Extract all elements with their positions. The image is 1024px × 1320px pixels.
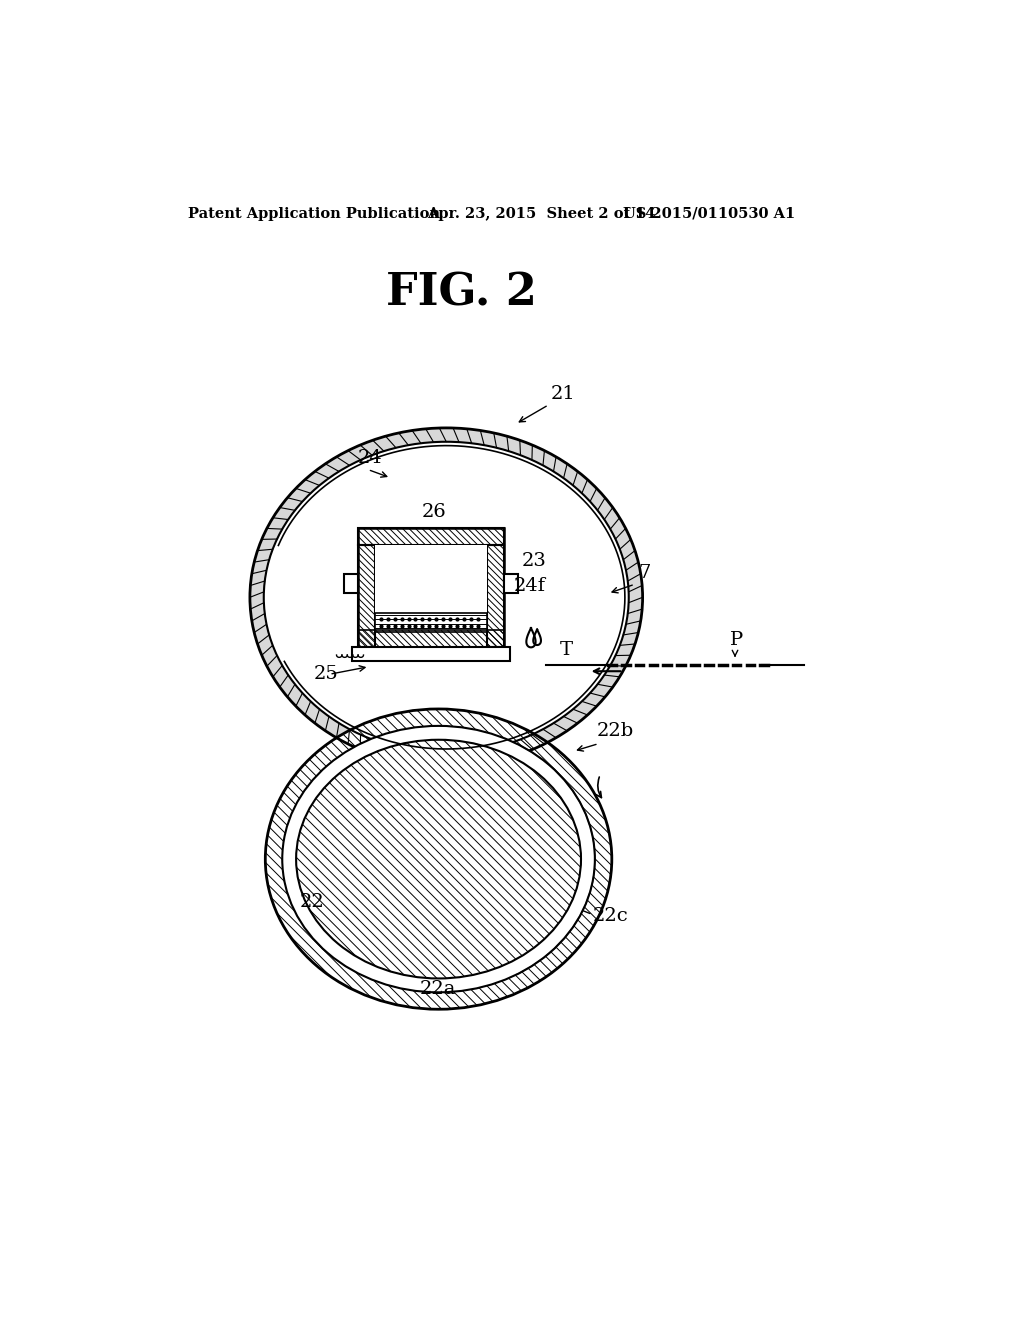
- Bar: [357, 528, 504, 647]
- Bar: [487, 545, 504, 647]
- Text: 22c: 22c: [593, 907, 629, 925]
- Text: 23: 23: [521, 553, 547, 570]
- Ellipse shape: [265, 709, 611, 1010]
- Ellipse shape: [283, 726, 595, 993]
- Ellipse shape: [264, 442, 629, 752]
- Ellipse shape: [250, 428, 643, 767]
- Bar: [504, 574, 518, 594]
- Text: P: P: [730, 631, 742, 649]
- Text: FIG. 2: FIG. 2: [386, 272, 538, 314]
- Text: 24: 24: [357, 449, 382, 466]
- Bar: [357, 528, 504, 545]
- Text: Patent Application Publication: Patent Application Publication: [188, 207, 440, 220]
- Text: 22b: 22b: [596, 722, 634, 741]
- Text: Apr. 23, 2015  Sheet 2 of 14: Apr. 23, 2015 Sheet 2 of 14: [427, 207, 655, 220]
- Text: 24f: 24f: [513, 577, 545, 595]
- Bar: [375, 545, 487, 632]
- Text: 22a: 22a: [419, 979, 456, 998]
- Text: T: T: [560, 642, 573, 659]
- Bar: [375, 612, 487, 632]
- Bar: [357, 545, 375, 647]
- Text: 21: 21: [550, 384, 574, 403]
- Text: 26: 26: [422, 503, 446, 521]
- Text: US 2015/0110530 A1: US 2015/0110530 A1: [624, 207, 796, 220]
- Bar: [357, 631, 504, 647]
- Bar: [351, 647, 510, 661]
- Text: 7: 7: [639, 564, 651, 582]
- Bar: [344, 574, 357, 594]
- Text: 25: 25: [313, 665, 339, 682]
- Text: 22: 22: [300, 892, 325, 911]
